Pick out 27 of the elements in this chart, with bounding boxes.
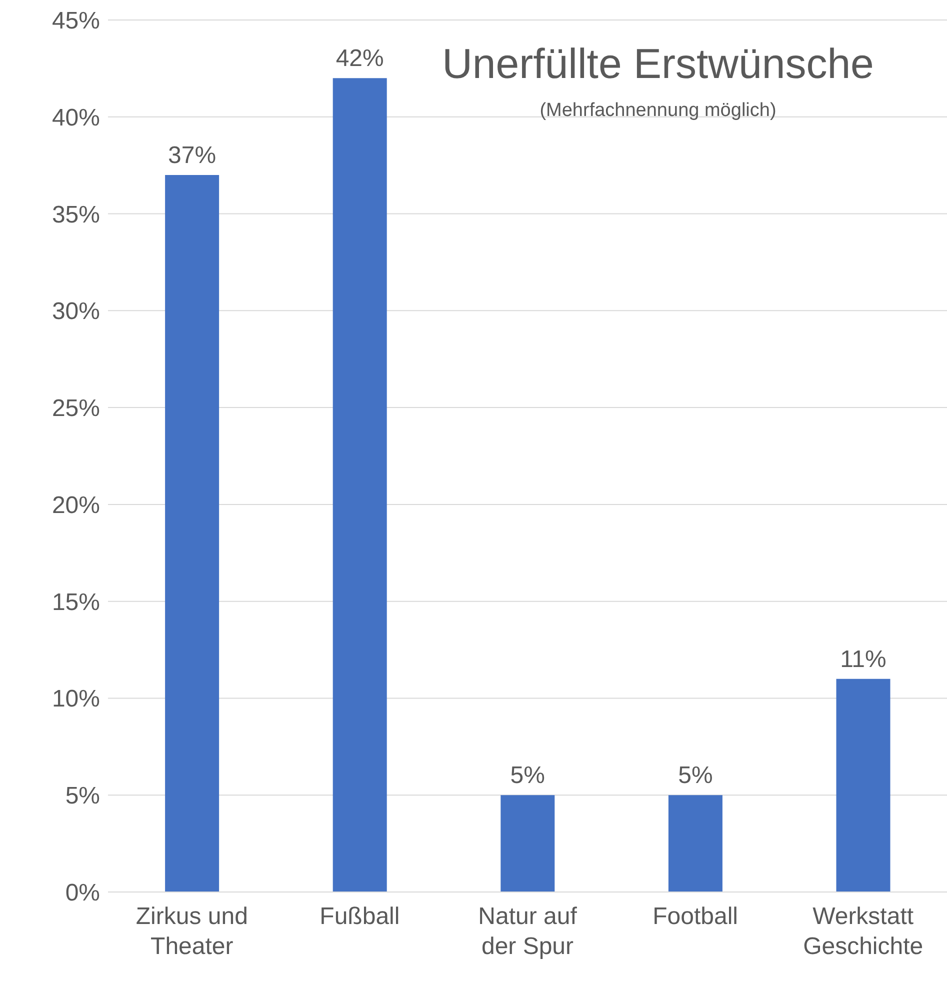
y-tick-label: 10% (52, 686, 100, 713)
x-tick-label: Werkstatt Geschichte (803, 903, 924, 960)
bar (500, 795, 555, 892)
data-label: 5% (510, 762, 545, 790)
y-tick-label: 5% (65, 782, 100, 810)
y-tick-label: 20% (52, 492, 100, 519)
text: Unerfüllte Erstwünsche (441, 40, 875, 88)
y-tick-label: 0% (65, 880, 100, 907)
bar (836, 678, 890, 892)
text: (Mehrfachnennung möglich) (538, 100, 778, 122)
x-tick-label: Football (652, 903, 738, 930)
x-tick-label: Natur auf der Spur (478, 903, 578, 960)
x-tick-label: Fußball (320, 903, 400, 930)
bar (332, 78, 387, 892)
x-tick-label: Zirkus und Theater (136, 903, 248, 960)
data-label: 5% (678, 762, 713, 790)
y-tick-label: 35% (52, 201, 100, 228)
data-label: 42% (336, 45, 384, 72)
y-tick-label: 45% (52, 8, 100, 35)
bar (668, 795, 722, 892)
y-tick-label: 25% (52, 395, 100, 422)
data-label: 11% (840, 646, 886, 673)
y-tick-label: 40% (52, 104, 100, 132)
bar (165, 175, 220, 892)
data-label: 37% (168, 142, 216, 170)
y-tick-label: 15% (52, 588, 100, 616)
y-tick-label: 30% (52, 298, 100, 326)
